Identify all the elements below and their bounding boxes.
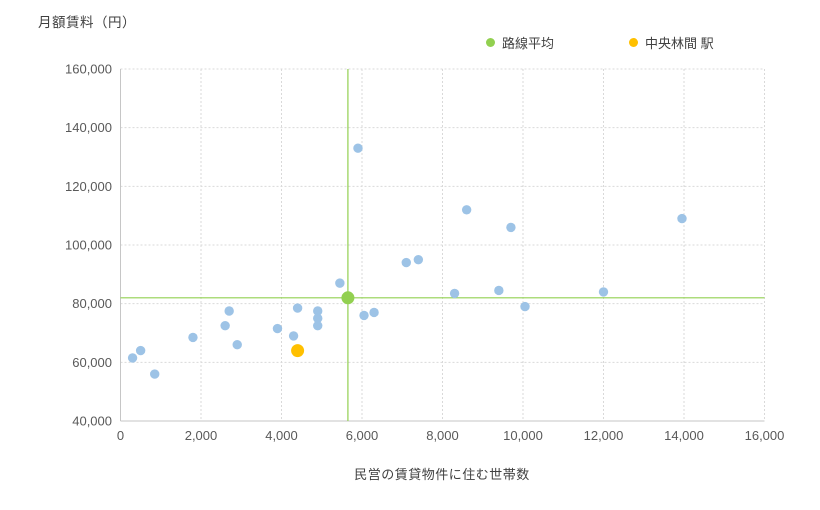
y-tick-label: 40,000 [72,414,112,429]
y-tick-label: 140,000 [65,120,112,135]
stations-point [506,222,516,233]
stations-point [369,307,379,318]
y-tick-label: 120,000 [65,179,112,194]
stations-point [135,345,146,356]
y-tick-label: 80,000 [72,296,112,311]
stations-point [220,320,230,331]
legend-item-route-average: 路線平均 [486,33,554,52]
selected-station-marker-icon [629,38,639,47]
stations-point [413,254,424,265]
stations-point [188,332,198,343]
route-average-marker-icon [486,38,495,47]
stations-point [449,288,460,299]
y-tick-label: 100,000 [65,238,112,253]
y-tick-label: 60,000 [72,355,112,370]
stations-point [313,313,323,324]
x-tick-label: 16,000 [745,428,785,443]
stations-point [313,306,323,316]
stations-point [461,205,472,215]
x-tick-label: 10,000 [503,428,543,443]
legend-label-route-average: 路線平均 [502,36,555,51]
stations-point [232,340,242,350]
stations-point [359,310,369,321]
x-tick-label: 12,000 [584,428,624,443]
stations-point [150,369,160,379]
x-axis-title: 民営の賃貸物件に住む世帯数 [354,467,530,482]
stations-point [494,285,504,296]
route-average-point [341,291,355,305]
stations-point [598,287,609,297]
stations-point [224,306,234,316]
stations-point [335,278,345,288]
x-tick-label: 8,000 [426,428,459,443]
legend: 路線平均 中央林間 駅 [486,33,714,52]
stations-point [272,323,283,334]
stations-point [292,303,303,313]
stations-point [127,353,138,363]
x-tick-label: 0 [117,428,124,443]
legend-item-selected-station: 中央林間 駅 [629,33,714,52]
y-tick-label: 160,000 [65,62,112,77]
legend-label-selected-station: 中央林間 駅 [645,36,714,51]
stations-point [677,213,687,224]
selected-station-point [291,344,305,358]
stations-point [401,257,411,268]
x-tick-label: 14,000 [664,428,704,443]
x-tick-label: 6,000 [346,428,379,443]
stations-point [520,301,530,312]
stations-point [353,143,363,153]
stations-point [313,320,323,331]
stations-point [288,331,299,341]
x-tick-label: 2,000 [185,428,218,443]
y-axis-title: 月額賃料（円） [38,15,136,30]
x-tick-label: 4,000 [265,428,298,443]
